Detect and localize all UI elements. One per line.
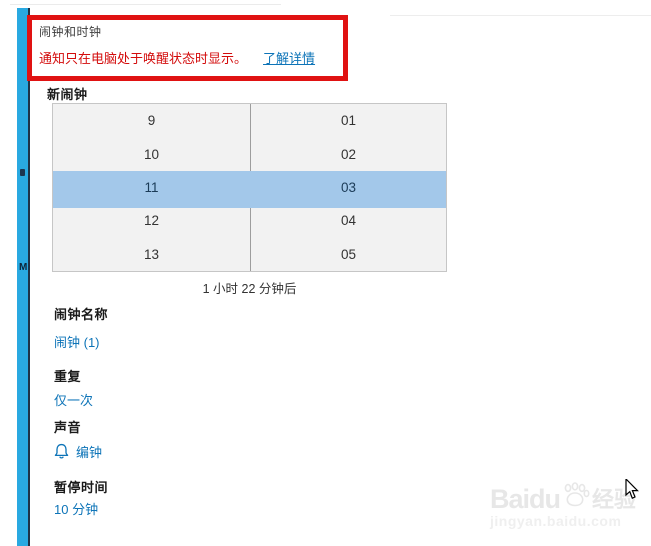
minute-option[interactable]: 02 — [340, 146, 357, 162]
repeat-value[interactable]: 仅一次 — [54, 390, 93, 409]
selection-highlight-bar — [53, 171, 446, 208]
snooze-text: 10 分钟 — [54, 502, 99, 517]
alarm-name-label: 闹钟名称 — [54, 307, 109, 322]
countdown-text: 1 小时 22 分钟后 — [202, 282, 297, 296]
background-window-letter: M — [19, 262, 28, 273]
hour-column[interactable]: 9 10 11 12 13 — [53, 104, 250, 271]
background-window-border — [28, 8, 30, 546]
hour-option[interactable]: 10 — [143, 146, 160, 162]
hour-option[interactable]: 12 — [143, 213, 160, 229]
background-window-edge — [17, 8, 28, 546]
minute-option[interactable]: 01 — [340, 113, 357, 129]
minute-option-selected[interactable]: 03 — [340, 179, 357, 195]
mouse-cursor — [625, 479, 639, 500]
annotation-box: 闹钟和时钟 通知只在电脑处于唤醒状态时显示。 了解详情 — [27, 15, 348, 81]
baidu-watermark: Baidu 经验 jingyan.baidu.com — [490, 482, 650, 529]
hour-option[interactable]: 13 — [143, 246, 160, 262]
snooze-value[interactable]: 10 分钟 — [54, 499, 98, 518]
minute-option[interactable]: 04 — [340, 213, 357, 229]
bell-icon — [54, 443, 69, 459]
sound-value[interactable]: 编钟 — [54, 442, 102, 461]
paw-icon — [564, 482, 590, 507]
window-top-edge-line — [390, 15, 651, 16]
hour-option-selected[interactable]: 11 — [144, 179, 159, 195]
learn-more-link[interactable]: 了解详情 — [263, 51, 316, 66]
wake-notice-text: 通知只在电脑处于唤醒状态时显示。 — [39, 51, 248, 66]
app-title: 闹钟和时钟 — [39, 25, 102, 39]
sound-label: 声音 — [54, 420, 82, 435]
watermark-brand: Baidu — [490, 484, 561, 514]
sound-text: 编钟 — [76, 445, 103, 460]
minute-option[interactable]: 05 — [340, 246, 357, 262]
wake-notice: 通知只在电脑处于唤醒状态时显示。 了解详情 — [39, 48, 315, 67]
snooze-label: 暂停时间 — [54, 480, 109, 495]
hour-option[interactable]: 9 — [147, 113, 156, 129]
screen-edge-line — [10, 4, 281, 5]
new-alarm-heading: 新闹钟 — [47, 87, 88, 102]
alarm-name-text: 闹钟 (1) — [54, 335, 100, 350]
time-picker[interactable]: 9 10 11 12 13 01 02 03 04 05 — [52, 103, 447, 272]
background-window-text-fragment — [20, 169, 25, 176]
repeat-text: 仅一次 — [54, 393, 94, 408]
watermark-url: jingyan.baidu.com — [490, 513, 622, 529]
alarm-name-value[interactable]: 闹钟 (1) — [54, 332, 100, 351]
minute-column[interactable]: 01 02 03 04 05 — [251, 104, 446, 271]
repeat-label: 重复 — [54, 369, 82, 384]
